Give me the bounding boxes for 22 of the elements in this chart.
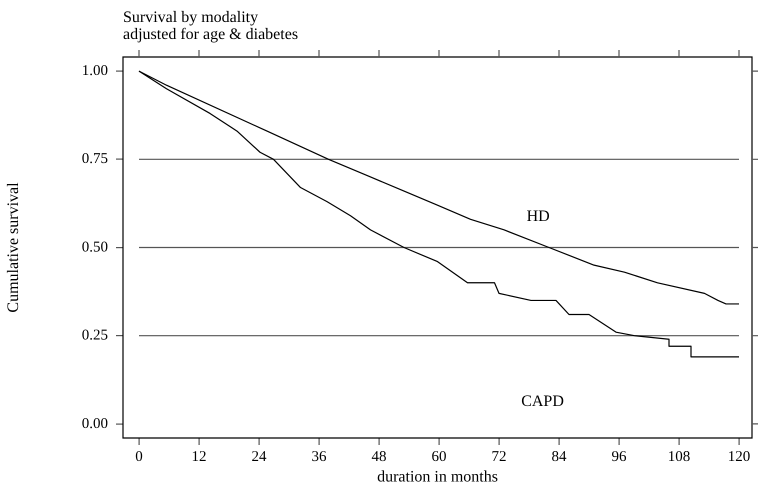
y-tick-label: 1.00: [82, 63, 108, 80]
x-tick-label: 108: [668, 448, 690, 465]
x-axis-title: duration in months: [377, 468, 498, 486]
annotation: CAPD: [521, 393, 564, 410]
y-tick-label: 0.25: [82, 328, 108, 344]
y-tick-label: 0.75: [82, 151, 108, 168]
x-tick-label: 60: [432, 448, 446, 465]
x-tick-label: 36: [312, 448, 327, 465]
x-tick-label: 120: [728, 448, 750, 465]
y-tick-label: 0.50: [82, 239, 108, 256]
y-axis-title: Cumulative survival: [4, 182, 22, 313]
x-tick-label: 84: [552, 448, 567, 465]
x-tick-label: 96: [612, 448, 627, 465]
y-tick-label: 0.00: [82, 416, 108, 432]
x-tick-label: 48: [372, 448, 386, 465]
chart-title: Survival by modality: [123, 9, 258, 26]
x-tick-label: 0: [135, 448, 143, 465]
x-tick-label: 24: [252, 448, 267, 465]
annotation: HD: [526, 208, 550, 226]
chart-subtitle: adjusted for age & diabetes: [123, 26, 298, 43]
x-tick-label: 72: [492, 448, 506, 465]
x-tick-label: 12: [192, 448, 206, 465]
